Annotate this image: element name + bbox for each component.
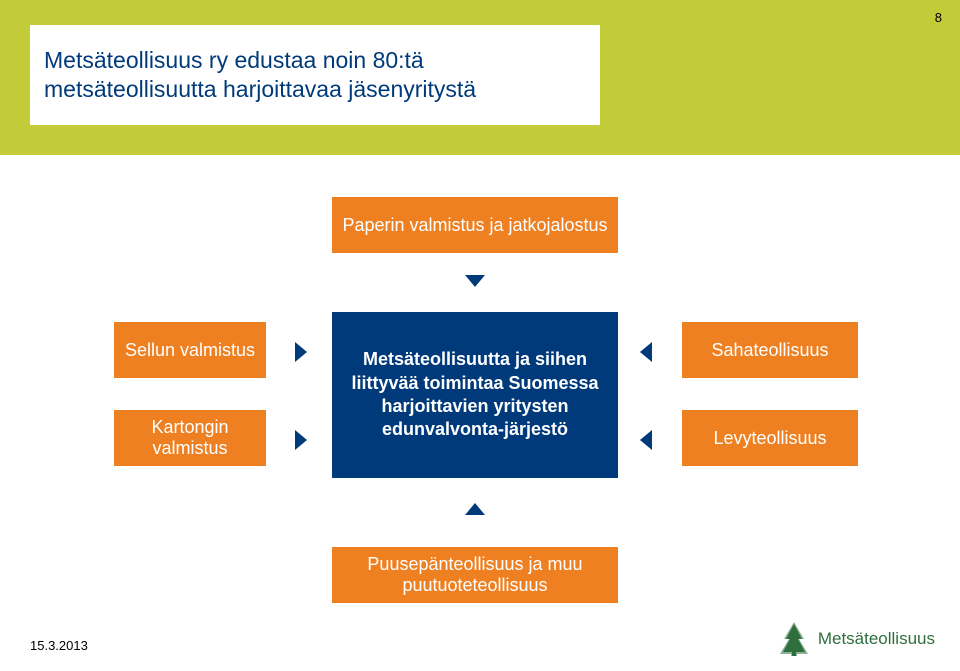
page-title: Metsäteollisuus ry edustaa noin 80:tä me… <box>44 46 586 104</box>
box-levy: Levyteollisuus <box>680 408 860 468</box>
footer-date: 15.3.2013 <box>30 638 88 653</box>
box-kartonki: Kartongin valmistus <box>112 408 268 468</box>
logo-text: Metsäteollisuus <box>818 629 935 649</box>
arrow-left-2-icon <box>640 430 652 450</box>
logo-tree-icon <box>778 622 810 656</box>
box-puuseppa: Puusepänteollisuus ja muu puutuoteteolli… <box>330 545 620 605</box>
box-center: Metsäteollisuutta ja siihen liittyvää to… <box>330 310 620 480</box>
arrow-left-1-icon <box>640 342 652 362</box>
box-saha: Sahateollisuus <box>680 320 860 380</box>
title-box: Metsäteollisuus ry edustaa noin 80:tä me… <box>30 25 600 125</box>
arrow-right-2-icon <box>295 430 307 450</box>
box-sellu: Sellun valmistus <box>112 320 268 380</box>
arrow-right-1-icon <box>295 342 307 362</box>
page-number: 8 <box>935 10 942 25</box>
logo: Metsäteollisuus <box>778 622 935 656</box>
box-paper: Paperin valmistus ja jatkojalostus <box>330 195 620 255</box>
arrow-up-icon <box>465 503 485 515</box>
arrow-down-icon <box>465 275 485 287</box>
